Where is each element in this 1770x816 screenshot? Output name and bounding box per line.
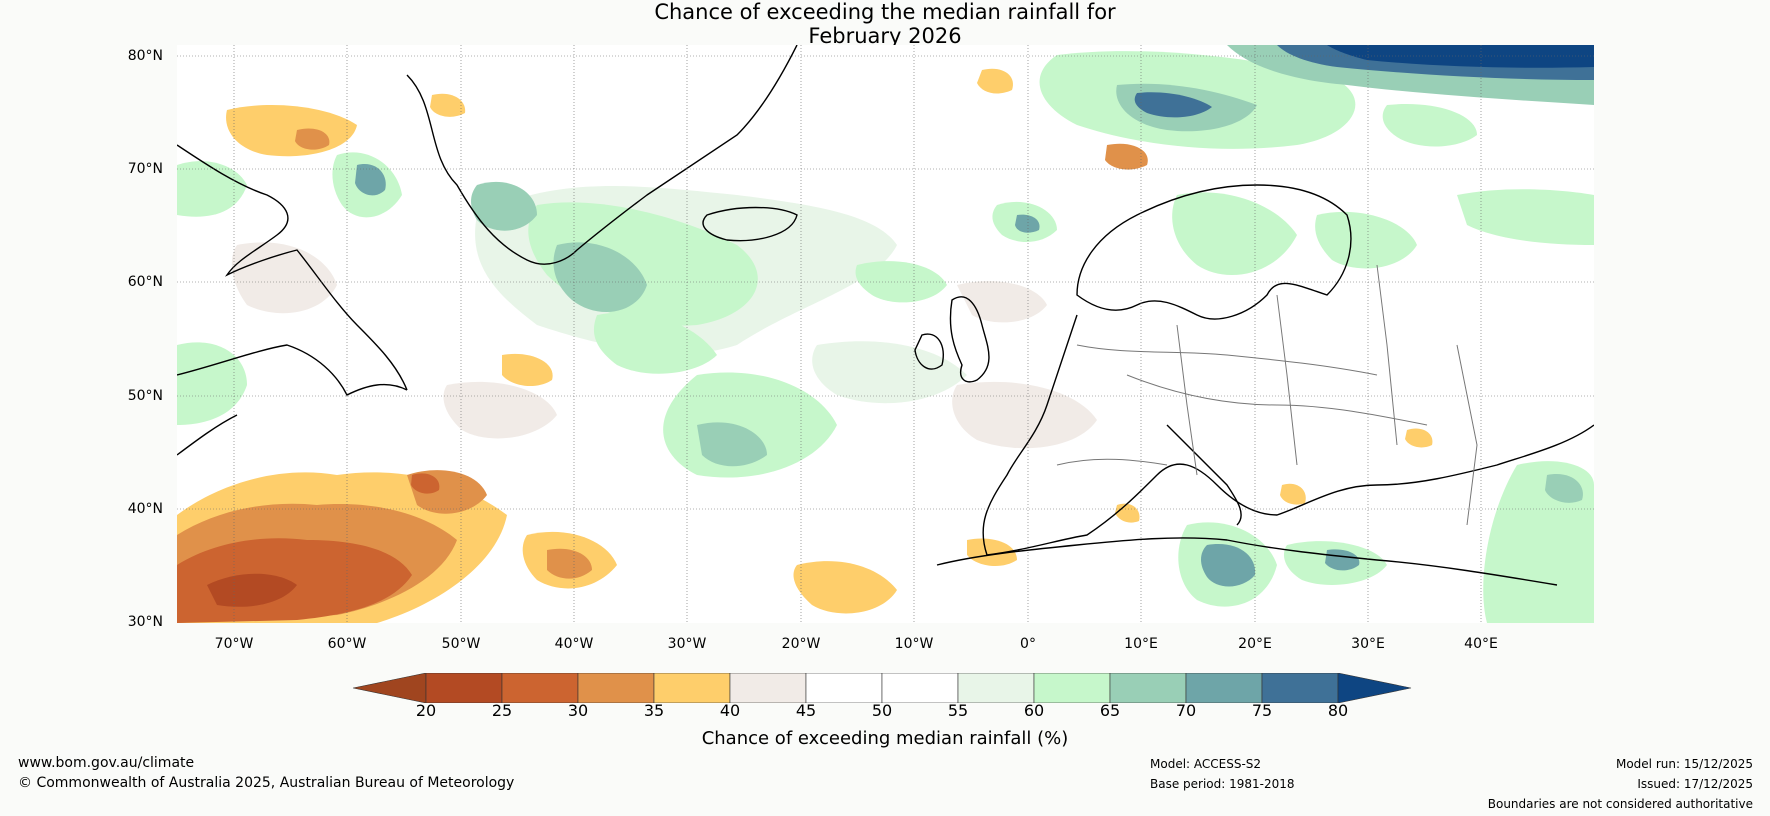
rainfall-map — [177, 45, 1594, 623]
footer-copyright: © Commonwealth of Australia 2025, Austra… — [18, 775, 515, 791]
colorbar-cell-70-75 — [1185, 673, 1263, 703]
colorbar-tick-60: 60 — [1023, 701, 1045, 720]
footer-issued: Issued: 17/12/2025 — [1637, 777, 1753, 791]
lon-label-10e: 10°E — [1124, 636, 1158, 652]
colorbar-extend-high — [1337, 673, 1412, 703]
lat-label-60n: 60°N — [127, 274, 163, 290]
colorbar-cell-40-45 — [729, 673, 807, 703]
lon-label-40w: 40°W — [554, 636, 594, 652]
footer-model-run: Model run: 15/12/2025 — [1615, 757, 1753, 771]
lat-label-70n: 70°N — [127, 161, 163, 177]
colorbar-tick-50: 50 — [871, 701, 893, 720]
colorbar-cell-20-25 — [425, 673, 503, 703]
colorbar-cell-30-35 — [577, 673, 655, 703]
colorbar — [353, 673, 1412, 703]
colorbar-tick-40: 40 — [719, 701, 741, 720]
colorbar-cell-75-80 — [1261, 673, 1339, 703]
colorbar-cell-45-50 — [805, 673, 883, 703]
footer-website: www.bom.gov.au/climate — [18, 755, 195, 771]
title-line-2: February 2026 — [808, 24, 962, 48]
colorbar-label: Chance of exceeding median rainfall (%) — [701, 728, 1069, 749]
colorbar-tick-65: 65 — [1099, 701, 1121, 720]
colorbar-cell-35-40 — [653, 673, 731, 703]
colorbar-cell-25-30 — [501, 673, 579, 703]
country-borders — [1056, 264, 1478, 526]
lat-label-30n: 30°N — [127, 614, 163, 630]
colorbar-tick-25: 25 — [491, 701, 513, 720]
colorbar-tick-75: 75 — [1251, 701, 1273, 720]
lon-label-50w: 50°W — [441, 636, 481, 652]
colorbar-extend-low — [353, 673, 427, 703]
lat-label-40n: 40°N — [127, 501, 163, 517]
colorbar-tick-35: 35 — [643, 701, 665, 720]
lon-label-30w: 30°W — [667, 636, 707, 652]
colorbar-tick-80: 80 — [1327, 701, 1349, 720]
footer-base-period: Base period: 1981-2018 — [1150, 777, 1295, 791]
lon-label-60w: 60°W — [327, 636, 367, 652]
footer-disclaimer: Boundaries are not considered authoritat… — [1487, 797, 1753, 811]
lon-label-40e: 40°E — [1464, 636, 1498, 652]
lon-label-70w: 70°W — [214, 636, 254, 652]
colorbar-cell-55-60 — [957, 673, 1035, 703]
title-line-1: Chance of exceeding the median rainfall … — [654, 0, 1116, 24]
colorbar-cell-60-65 — [1033, 673, 1111, 703]
colorbar-tick-55: 55 — [947, 701, 969, 720]
lon-label-0: 0° — [1020, 636, 1036, 652]
footer-model: Model: ACCESS-S2 — [1150, 757, 1262, 771]
rainfall-anomaly-fields — [177, 45, 1594, 623]
colorbar-tick-30: 30 — [567, 701, 589, 720]
colorbar-tick-45: 45 — [795, 701, 817, 720]
lon-label-20w: 20°W — [781, 636, 821, 652]
colorbar-cell-50-55 — [881, 673, 959, 703]
colorbar-tick-20: 20 — [415, 701, 437, 720]
lat-label-50n: 50°N — [127, 388, 163, 404]
lat-label-80n: 80°N — [127, 48, 163, 64]
map-canvas — [177, 45, 1594, 623]
lon-label-20e: 20°E — [1238, 636, 1272, 652]
colorbar-cell-65-70 — [1109, 673, 1187, 703]
coastlines — [177, 45, 1594, 586]
lon-label-30e: 30°E — [1351, 636, 1385, 652]
map-title: Chance of exceeding the median rainfall … — [0, 0, 1770, 48]
lon-label-10w: 10°W — [894, 636, 934, 652]
colorbar-tick-70: 70 — [1175, 701, 1197, 720]
graticule — [177, 45, 1594, 623]
